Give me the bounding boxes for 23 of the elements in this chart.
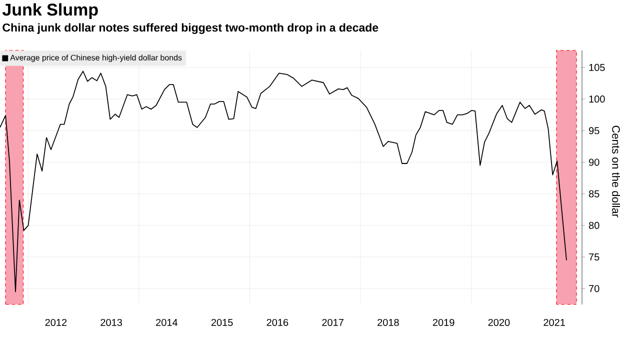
x-tick-label: 2019 (432, 318, 454, 326)
y-tick-label: 105 (589, 64, 605, 71)
x-tick-label: 2015 (211, 318, 233, 326)
y-tick-label: 75 (589, 254, 600, 260)
chart-subtitle: China junk dollar notes suffered biggest two-month drop in a decade (2, 23, 378, 34)
x-tick-label: 2020 (488, 318, 510, 326)
y-tick-label: 100 (589, 96, 605, 103)
y-tick-label: 95 (589, 127, 600, 134)
legend-label: Average price of Chinese high-yield dollar bonds (10, 54, 182, 62)
chart-title: Junk Slump (2, 3, 98, 20)
y-axis-title: Cents on the dollar (612, 126, 620, 218)
x-tick-label: 2018 (378, 318, 399, 326)
x-tick-label: 2017 (322, 318, 344, 326)
y-tick-label: 90 (589, 158, 600, 166)
y-tick-label: 70 (589, 285, 600, 292)
y-tick-label: 80 (588, 222, 600, 229)
y-tick-label: 85 (588, 190, 600, 198)
x-tick-label: 2014 (156, 318, 178, 326)
x-tick-label: 2016 (266, 318, 288, 326)
line-series (0, 70, 567, 292)
x-tick-label: 2021 (544, 318, 565, 326)
x-tick-label: 2012 (45, 318, 67, 326)
x-tick-label: 2013 (100, 318, 122, 326)
